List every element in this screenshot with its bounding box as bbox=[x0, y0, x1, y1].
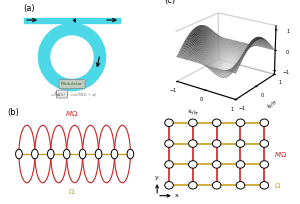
Text: $\Omega$: $\Omega$ bbox=[68, 187, 76, 196]
Circle shape bbox=[165, 140, 173, 147]
Circle shape bbox=[236, 119, 245, 126]
Text: Modulator: Modulator bbox=[61, 82, 83, 86]
Text: x: x bbox=[175, 193, 179, 198]
Circle shape bbox=[95, 149, 102, 159]
Circle shape bbox=[212, 161, 221, 168]
Circle shape bbox=[16, 149, 22, 159]
Circle shape bbox=[260, 119, 269, 126]
Circle shape bbox=[260, 140, 269, 147]
Text: (b): (b) bbox=[7, 108, 19, 117]
Circle shape bbox=[165, 161, 173, 168]
Text: $M\Omega$: $M\Omega$ bbox=[65, 109, 79, 118]
Circle shape bbox=[47, 149, 54, 159]
Circle shape bbox=[127, 149, 134, 159]
Text: y: y bbox=[155, 175, 159, 180]
Circle shape bbox=[189, 140, 197, 147]
Circle shape bbox=[260, 182, 269, 189]
FancyBboxPatch shape bbox=[59, 80, 85, 89]
Circle shape bbox=[111, 149, 118, 159]
Circle shape bbox=[236, 140, 245, 147]
Text: $M\Omega$: $M\Omega$ bbox=[274, 150, 287, 159]
X-axis label: $k_x/\pi$: $k_x/\pi$ bbox=[186, 106, 200, 118]
Circle shape bbox=[189, 119, 197, 126]
Circle shape bbox=[189, 161, 197, 168]
Circle shape bbox=[212, 119, 221, 126]
Circle shape bbox=[212, 182, 221, 189]
Circle shape bbox=[236, 182, 245, 189]
Circle shape bbox=[189, 182, 197, 189]
Text: (c): (c) bbox=[164, 0, 175, 5]
Text: cos(Ωt) + cos(MΩt + φ): cos(Ωt) + cos(MΩt + φ) bbox=[51, 92, 97, 96]
Text: (a): (a) bbox=[23, 4, 34, 13]
Circle shape bbox=[260, 161, 269, 168]
Circle shape bbox=[63, 149, 70, 159]
FancyBboxPatch shape bbox=[56, 90, 68, 98]
Text: $\Omega$: $\Omega$ bbox=[274, 181, 281, 190]
Circle shape bbox=[165, 182, 173, 189]
Circle shape bbox=[32, 149, 38, 159]
Circle shape bbox=[236, 161, 245, 168]
Circle shape bbox=[212, 140, 221, 147]
Circle shape bbox=[165, 119, 173, 126]
Y-axis label: $k_y/\pi$: $k_y/\pi$ bbox=[266, 98, 281, 113]
Circle shape bbox=[79, 149, 86, 159]
